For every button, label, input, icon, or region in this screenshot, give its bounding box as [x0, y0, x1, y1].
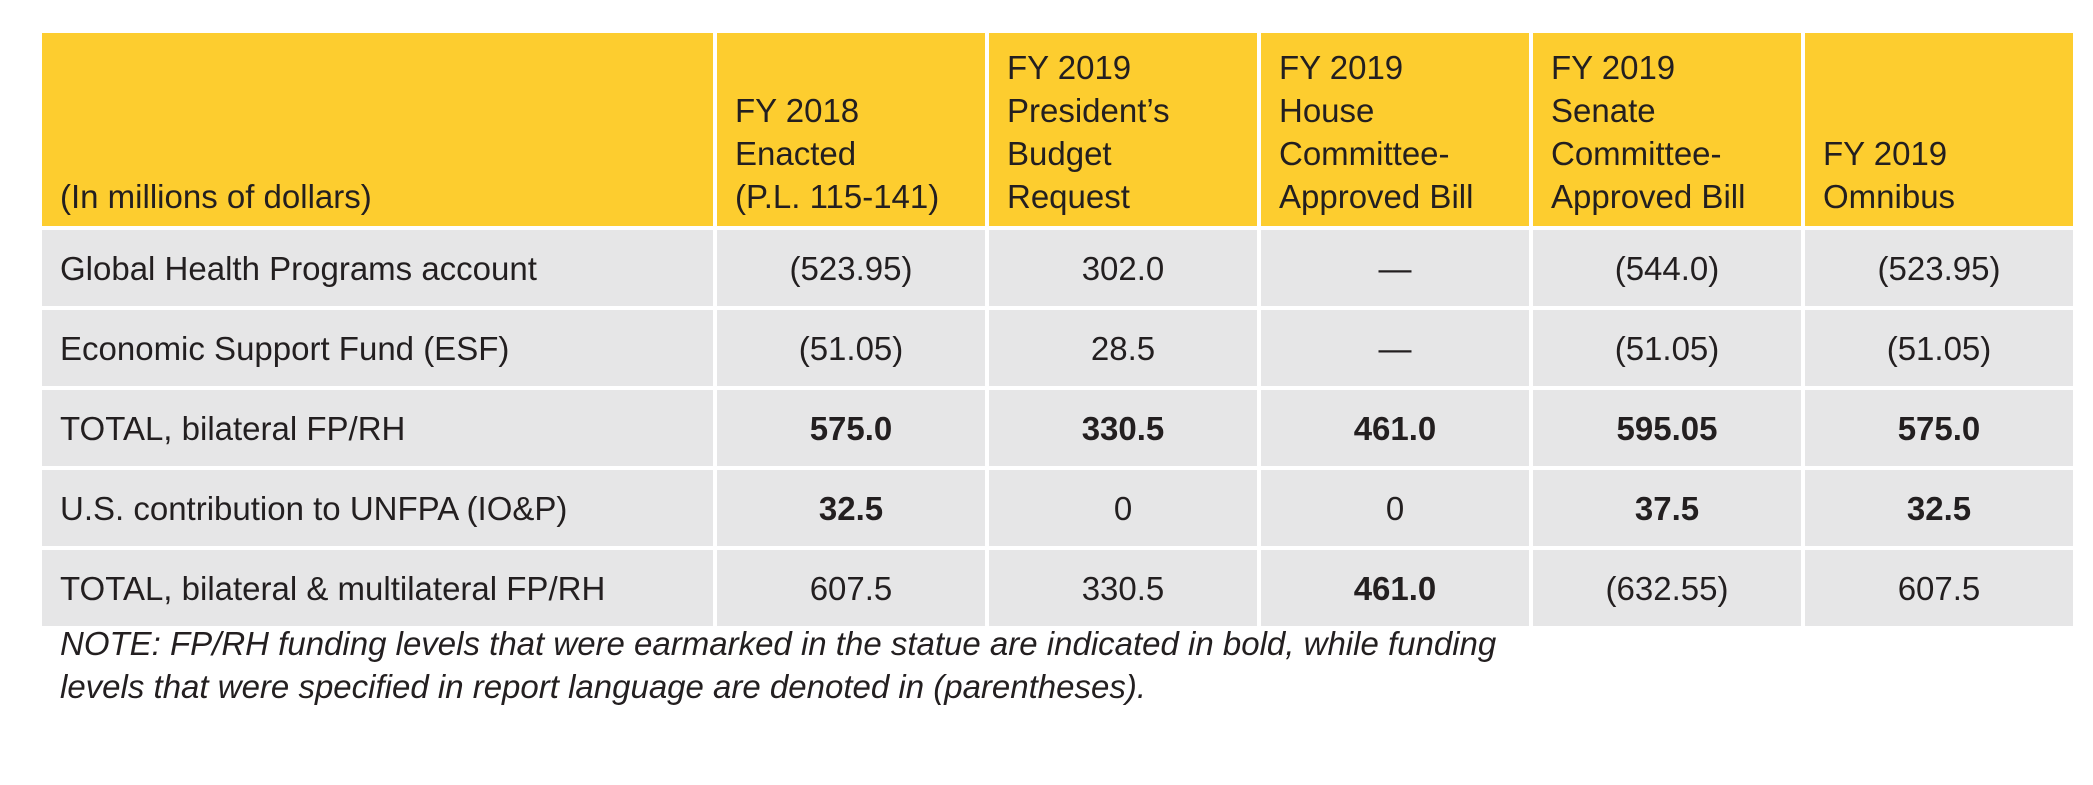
table-cell: 37.5 [1533, 470, 1801, 546]
table-cell: 32.5 [717, 470, 985, 546]
header-units: (In millions of dollars) [42, 33, 713, 226]
table-cell: — [1261, 230, 1529, 306]
table-cell: 330.5 [989, 390, 1257, 466]
table-cell: 28.5 [989, 310, 1257, 386]
row-label: Economic Support Fund (ESF) [42, 310, 713, 386]
header-fy2019-omnibus: FY 2019 Omnibus [1805, 33, 2073, 226]
header-fy2019-omnibus-label: FY 2019 Omnibus [1823, 135, 1956, 215]
header-fy2019-house-bill: FY 2019 House Committee- Approved Bill [1261, 33, 1529, 226]
table-cell: 575.0 [1805, 390, 2073, 466]
row-label: U.S. contribution to UNFPA (IO&P) [42, 470, 713, 546]
table-cell: 0 [989, 470, 1257, 546]
table-cell: (51.05) [1805, 310, 2073, 386]
table-cell: 461.0 [1261, 550, 1529, 626]
table-cell: — [1261, 310, 1529, 386]
row-label: Global Health Programs account [42, 230, 713, 306]
funding-table: (In millions of dollars) FY 2018 Enacted… [42, 33, 2073, 626]
header-fy2018-enacted: FY 2018 Enacted (P.L. 115-141) [717, 33, 985, 226]
header-fy2019-house-bill-label: FY 2019 House Committee- Approved Bill [1279, 49, 1474, 215]
header-fy2019-senate-bill: FY 2019 Senate Committee- Approved Bill [1533, 33, 1801, 226]
header-fy2019-senate-bill-label: FY 2019 Senate Committee- Approved Bill [1551, 49, 1746, 215]
table-footnote: NOTE: FP/RH funding levels that were ear… [60, 625, 1497, 705]
table-cell: 595.05 [1533, 390, 1801, 466]
row-label: TOTAL, bilateral FP/RH [42, 390, 713, 466]
table-cell: 575.0 [717, 390, 985, 466]
table-cell: (51.05) [717, 310, 985, 386]
header-fy2019-presidents-budget-label: FY 2019 President’s Budget Request [1007, 49, 1170, 215]
header-units-label: (In millions of dollars) [60, 178, 372, 215]
row-label: TOTAL, bilateral & multilateral FP/RH [42, 550, 713, 626]
table-cell: 32.5 [1805, 470, 2073, 546]
table-cell: 461.0 [1261, 390, 1529, 466]
table-cell: (523.95) [717, 230, 985, 306]
header-fy2019-presidents-budget: FY 2019 President’s Budget Request [989, 33, 1257, 226]
table-cell: (544.0) [1533, 230, 1801, 306]
table-cell: 330.5 [989, 550, 1257, 626]
table-cell: 302.0 [989, 230, 1257, 306]
table-cell: (523.95) [1805, 230, 2073, 306]
table-cell: 607.5 [1805, 550, 2073, 626]
table-cell: (51.05) [1533, 310, 1801, 386]
table-cell: 0 [1261, 470, 1529, 546]
table-cell: 607.5 [717, 550, 985, 626]
header-fy2018-enacted-label: FY 2018 Enacted (P.L. 115-141) [735, 92, 940, 215]
table-cell: (632.55) [1533, 550, 1801, 626]
